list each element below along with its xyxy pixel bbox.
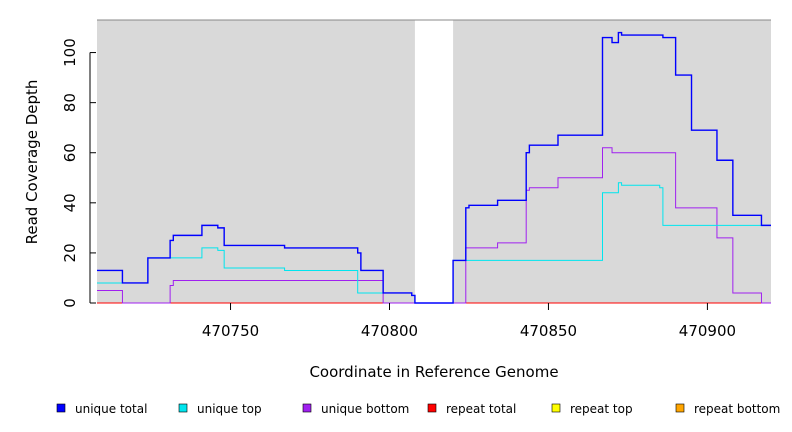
gap-mark <box>414 20 454 303</box>
legend-swatch <box>675 403 685 413</box>
series-line-unique-bottom <box>97 147 771 304</box>
legend-swatch <box>56 403 66 413</box>
legend-label: unique total <box>75 402 147 416</box>
legend-item-repeat-bottom: repeat bottom <box>675 402 780 416</box>
x-axis-title: Coordinate in Reference Genome <box>309 363 558 381</box>
x-tick-label: 470750 <box>202 322 259 340</box>
y-tick-label: 40 <box>61 193 79 212</box>
y-tick-label: 0 <box>61 298 79 308</box>
legend-swatch <box>178 403 188 413</box>
y-tick-label: 60 <box>61 143 79 162</box>
legend-item-unique-top: unique top <box>178 402 262 416</box>
legend-item-unique-bottom: unique bottom <box>302 402 409 416</box>
series-line-unique-total <box>97 31 771 304</box>
legend-item-unique-total: unique total <box>56 402 147 416</box>
y-axis-title: Read Coverage Depth <box>23 80 41 245</box>
legend-label: unique top <box>197 402 262 416</box>
legend-item-repeat-total: repeat total <box>427 402 516 416</box>
legend-label: repeat total <box>446 402 516 416</box>
legend-swatch <box>427 403 437 413</box>
y-tick-label: 20 <box>61 243 79 262</box>
legend-label: unique bottom <box>321 402 409 416</box>
y-tick-label: 80 <box>61 93 79 112</box>
y-axis-ticks: 0 20 40 60 80 100 <box>61 38 96 308</box>
legend-swatch <box>551 403 561 413</box>
x-axis-ticks: 470750 470800 470850 470900 <box>202 303 736 340</box>
series-lines <box>97 31 771 304</box>
x-tick-label: 470850 <box>520 322 577 340</box>
gap-region <box>414 20 454 303</box>
x-tick-label: 470900 <box>679 322 736 340</box>
x-tick-label: 470800 <box>361 322 418 340</box>
y-tick-label: 100 <box>61 38 79 67</box>
legend-swatch <box>302 403 312 413</box>
legend-label: repeat top <box>570 402 633 416</box>
legend-item-repeat-top: repeat top <box>551 402 633 416</box>
legend: unique total unique top unique bottom repea… <box>56 402 780 416</box>
legend-label: repeat bottom <box>694 402 780 416</box>
